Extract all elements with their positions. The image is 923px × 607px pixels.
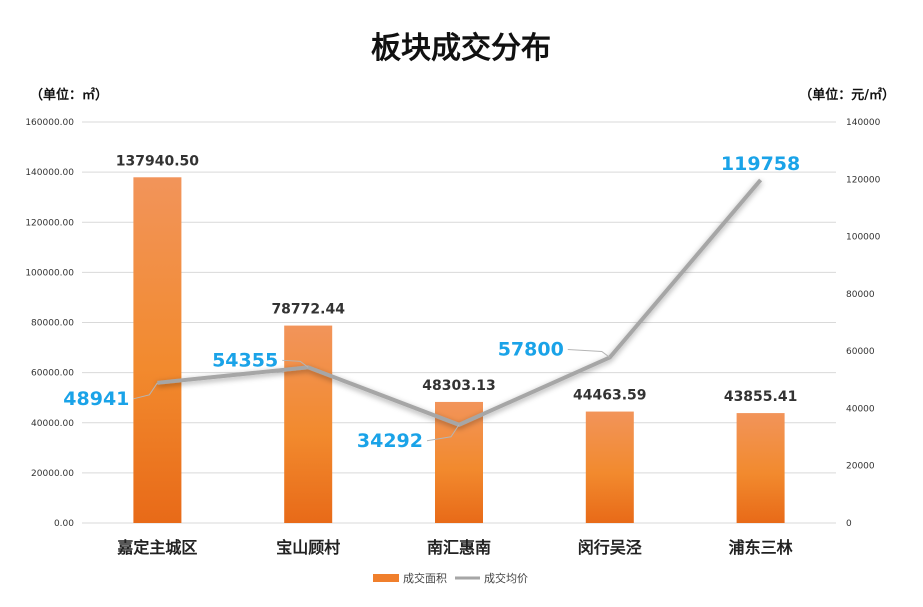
left-tick-label: 20000.00 <box>31 469 74 479</box>
right-tick-label: 40000 <box>846 404 875 414</box>
price-value-label: 119758 <box>721 153 800 175</box>
left-tick-label: 40000.00 <box>31 419 74 429</box>
category-labels: 嘉定主城区 宝山顾村 南汇惠南 闵行吴泾 浦东三林 <box>116 538 792 557</box>
category-label: 南汇惠南 <box>427 538 491 557</box>
left-tick-label: 60000.00 <box>31 369 74 379</box>
category-label: 闵行吴泾 <box>578 538 642 557</box>
right-tick-label: 140000 <box>846 118 881 128</box>
right-tick-label: 20000 <box>846 462 875 472</box>
left-tick-label: 140000.00 <box>25 168 74 178</box>
left-tick-label: 100000.00 <box>25 268 74 278</box>
left-tick-label: 0.00 <box>54 519 74 529</box>
price-value-label: 54355 <box>212 349 278 371</box>
right-axis-ticks: 0 20000 40000 60000 80000 100000 120000 140000 <box>846 118 881 529</box>
bar <box>284 325 333 523</box>
category-label: 宝山顾村 <box>276 538 340 557</box>
category-label: 嘉定主城区 <box>116 538 197 557</box>
price-value-label: 57800 <box>498 338 564 360</box>
bar-value-label: 43855.41 <box>724 389 798 405</box>
left-axis-unit: （单位：㎡） <box>30 87 108 103</box>
right-tick-label: 100000 <box>846 233 881 243</box>
bar <box>585 411 634 523</box>
right-tick-label: 80000 <box>846 290 875 300</box>
label-leader-line <box>567 348 611 358</box>
left-axis-ticks: 0.00 20000.00 40000.00 60000.00 80000.00 1000… <box>25 118 74 529</box>
right-axis-unit: （单位：元/㎡） <box>799 87 895 103</box>
legend-label-area: 成交面积 <box>403 571 447 585</box>
bar <box>736 413 785 523</box>
bar <box>435 401 483 523</box>
right-tick-label: 0 <box>846 519 852 529</box>
right-tick-label: 120000 <box>846 175 881 185</box>
bar-value-label: 48303.13 <box>422 378 496 394</box>
bar-value-label: 44463.59 <box>573 388 647 404</box>
chart-title: 板块成交分布 <box>371 31 551 66</box>
bar-value-label: 78772.44 <box>271 302 345 318</box>
label-leader-line <box>133 382 158 400</box>
right-tick-label: 60000 <box>846 347 875 357</box>
category-label: 浦东三林 <box>729 538 793 557</box>
legend-swatch-area <box>373 574 399 582</box>
label-leader-line <box>282 359 309 368</box>
legend: 成交面积 成交均价 <box>373 571 528 585</box>
price-line: 48941 54355 34292 57800 119758 <box>63 153 800 452</box>
left-tick-label: 80000.00 <box>31 319 74 329</box>
price-value-label: 34292 <box>357 430 423 452</box>
legend-label-price: 成交均价 <box>484 571 528 585</box>
price-value-label: 48941 <box>63 388 129 410</box>
label-leader-line <box>426 424 460 442</box>
left-tick-label: 160000.00 <box>25 118 74 128</box>
left-tick-label: 120000.00 <box>25 218 74 228</box>
bar-value-label: 137940.50 <box>116 153 200 169</box>
bar <box>133 177 182 523</box>
gridlines <box>82 121 836 524</box>
area-bars: 137940.50 78772.44 48303.13 44463.59 43855.4… <box>116 153 798 523</box>
